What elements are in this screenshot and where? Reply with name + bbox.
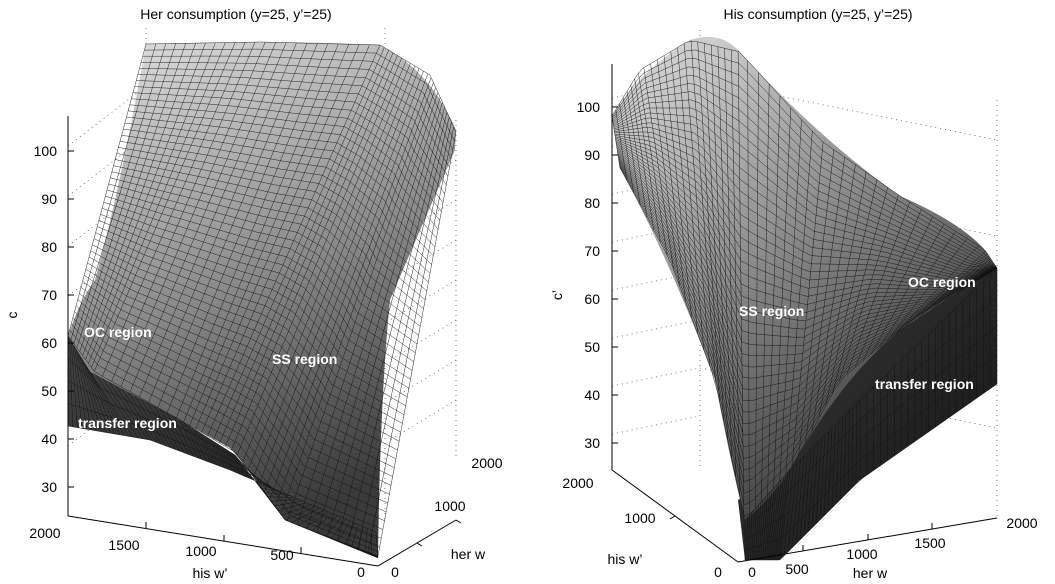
y-tick: 2000 [471, 455, 502, 471]
z-tick: 60 [41, 335, 57, 351]
right-surface-front [738, 268, 997, 560]
right-z-ticks: 30 40 50 60 70 80 90 100 [577, 99, 618, 451]
left-z-ticks: 30 40 50 60 70 80 90 100 [34, 143, 74, 495]
z-tick: 80 [41, 239, 57, 255]
z-tick: 30 [584, 435, 600, 451]
x-tick: 2000 [1006, 515, 1037, 531]
x-tick: 500 [785, 561, 809, 577]
y-tick: 2000 [562, 475, 593, 491]
z-tick: 60 [584, 291, 600, 307]
y-tick: 0 [391, 564, 399, 580]
z-tick: 30 [41, 479, 57, 495]
right-x-ticks: 0 500 1000 1500 2000 [748, 515, 1038, 580]
x-tick: 1500 [914, 535, 945, 551]
y-axis-label: her w [451, 546, 486, 562]
z-tick: 90 [584, 147, 600, 163]
x-axis-label: his w’ [192, 565, 227, 581]
z-tick: 100 [577, 99, 601, 115]
transfer-region-label: transfer region [875, 376, 974, 392]
chart-title: His consumption (y=25, y’=25) [723, 6, 912, 22]
left-chart: Her consumption (y=25, y’=25) OC region … [4, 6, 503, 581]
y-tick: 1000 [624, 510, 655, 526]
z-tick: 40 [41, 431, 57, 447]
x-tick: 0 [357, 564, 365, 580]
z-tick: 70 [41, 287, 57, 303]
z-tick: 100 [34, 143, 58, 159]
z-tick: 50 [584, 339, 600, 355]
z-tick: 40 [584, 387, 600, 403]
x-tick: 500 [270, 547, 294, 563]
left-y-ticks: 0 1000 2000 [391, 455, 503, 580]
x-tick: 1000 [846, 546, 877, 562]
x-tick: 0 [748, 564, 756, 580]
transfer-region-label: transfer region [78, 415, 177, 431]
x-axis-label: her w [853, 565, 888, 581]
ss-region-label: SS region [272, 351, 337, 367]
z-tick: 70 [584, 243, 600, 259]
z-tick: 80 [584, 195, 600, 211]
z-axis-label: c [4, 312, 20, 319]
z-tick: 50 [41, 383, 57, 399]
y-axis-label: his w’ [607, 551, 642, 567]
right-chart: His consumption (y=25, y’=25) OC region … [549, 6, 1038, 581]
y-tick: 1000 [434, 498, 465, 514]
z-axis-label: c’ [549, 290, 565, 300]
left-x-axis [67, 515, 379, 567]
x-tick: 1000 [185, 543, 216, 559]
oc-region-label: OC region [908, 274, 976, 290]
right-surface-mesh [611, 40, 998, 561]
left-x-ticks: 2000 1500 1000 500 0 [29, 522, 365, 580]
chart-title: Her consumption (y=25, y’=25) [140, 6, 331, 22]
ss-region-label: SS region [739, 303, 804, 319]
z-tick: 90 [41, 191, 57, 207]
right-y-ticks: 2000 1000 0 [562, 475, 722, 580]
y-tick: 0 [714, 564, 722, 580]
x-tick: 2000 [29, 525, 60, 541]
x-tick: 1500 [108, 537, 139, 553]
oc-region-label: OC region [84, 324, 152, 340]
